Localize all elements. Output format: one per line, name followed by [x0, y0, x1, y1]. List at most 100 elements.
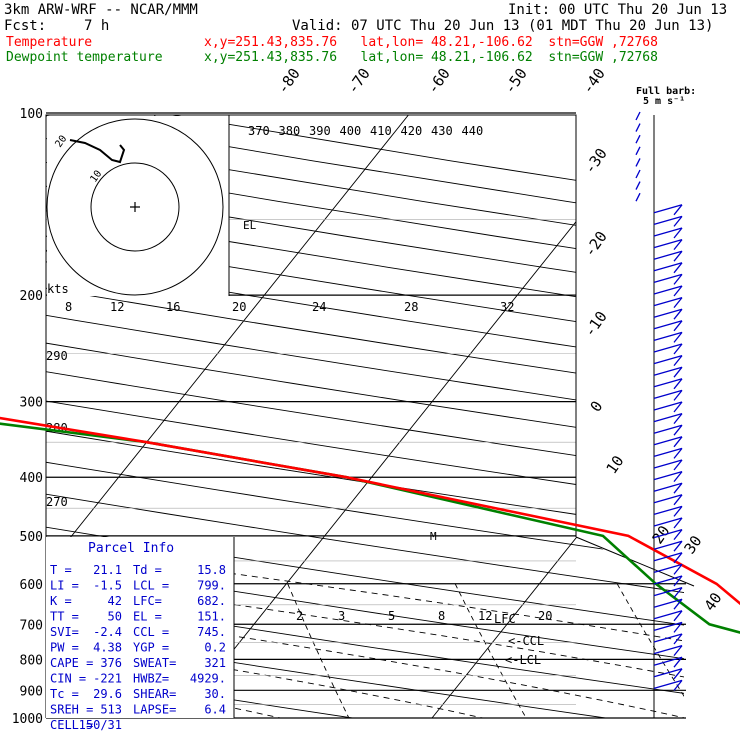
wind-barb [653, 436, 683, 446]
wind-barb-flag [673, 610, 683, 622]
isotherm [431, 115, 684, 718]
temperature-profile [0, 416, 740, 606]
wind-barb [653, 517, 683, 527]
pressure-label-900: 900 [20, 684, 43, 699]
parcel-info-value: 151. [197, 610, 226, 624]
wind-barb-flag [673, 239, 683, 251]
forecast-label: Fcst: [4, 18, 47, 34]
wind-barb-flag [673, 505, 683, 517]
parcel-info-label: Tc = [50, 687, 79, 701]
wind-barb [653, 227, 683, 237]
wind-barb-flag [673, 285, 683, 297]
wind-barb-flag [673, 587, 683, 599]
theta-label: 420 [401, 124, 423, 138]
pressure-label-100: 100 [20, 107, 43, 122]
isotherm-label: 10 [603, 452, 628, 477]
theta-label: 410 [370, 124, 392, 138]
wind-barb [653, 656, 683, 666]
wind-barb [653, 598, 683, 608]
isotherm-label: -70 [344, 65, 374, 98]
parcel-info-value: -221 [93, 672, 122, 686]
parcel-info-label: CIN = [50, 672, 86, 686]
wind-barb-flag [673, 656, 683, 668]
barb-unit: 5 m s⁻¹ [643, 96, 686, 107]
theta-label: 440 [462, 124, 484, 138]
parcel-info-value: 21.1 [93, 563, 122, 577]
dewpoint-legend: Dewpoint temperature [6, 50, 163, 65]
parcel-info-value: 15.8 [197, 563, 226, 577]
mixing-ratio-label: 3 [338, 609, 345, 623]
isotherm-label: -60 [424, 65, 454, 98]
wind-barb [653, 447, 683, 458]
hodograph-speed-label: 12 [110, 300, 124, 314]
wind-barb-flag [673, 575, 683, 587]
wind-barb [653, 401, 683, 411]
mixing-ratio-label: 20 [538, 609, 552, 623]
parcel-info-label: CAPE = [50, 656, 93, 670]
mixing-ratio-line [616, 583, 684, 718]
wind-barb [653, 215, 683, 226]
wind-barb [653, 644, 683, 655]
valid-time: Valid: 07 UTC Thu 20 Jun 13 (01 MDT Thu … [292, 18, 714, 34]
parcel-info-value: 745. [197, 625, 226, 639]
wind-barb [653, 389, 683, 400]
lcl-marker: <-LCL [505, 653, 541, 667]
wind-barb [653, 320, 683, 330]
wind-barb-flag [673, 331, 683, 343]
hodograph-ring-20 [46, 118, 224, 296]
wind-barb [653, 308, 683, 318]
wind-barb [635, 134, 641, 144]
parcel-info-value: 4929. [190, 672, 226, 686]
parcel-info-label: SVI= [50, 625, 79, 639]
wind-barb-flag [673, 424, 683, 436]
isotherm-label: -40 [579, 65, 609, 98]
wind-barb [653, 470, 683, 481]
wind-barb-flag [673, 517, 683, 529]
parcel-info-label: PW = [50, 641, 79, 655]
wind-barb-flag [673, 529, 683, 541]
wind-barb [653, 412, 683, 423]
wind-barb [653, 378, 683, 388]
parcel-info-label: TT = [50, 610, 79, 624]
wind-barb [653, 540, 683, 550]
isotherm-label: 20 [649, 522, 674, 547]
wind-barb-flag [673, 621, 683, 633]
dry-adiabat [160, 115, 684, 718]
el-marker: EL [243, 219, 257, 232]
wind-barb-flag [673, 320, 683, 332]
wind-barb-flag [673, 447, 683, 459]
pressure-label-200: 200 [20, 289, 43, 304]
parcel-info-label: SREH = [50, 703, 93, 717]
wind-barb [635, 123, 641, 132]
wind-barb [653, 285, 683, 295]
barb-note: Full barb: [636, 86, 697, 97]
parcel-info-label: LCL = [133, 579, 169, 593]
wind-barb [653, 633, 683, 643]
wind-barb-flag [673, 308, 683, 320]
wind-barb-flag [673, 436, 683, 448]
mixing-ratio-label: 8 [438, 609, 445, 623]
wind-barb-flag [673, 494, 683, 506]
wind-barb-flag [673, 645, 683, 657]
wind-barb [653, 424, 683, 434]
wind-barb [653, 482, 683, 492]
thetae-label: 270 [46, 495, 68, 509]
wind-barb-flag [673, 366, 683, 378]
hodograph-center [130, 202, 140, 212]
hodograph-speed-label: 20 [232, 300, 246, 314]
parcel-info-label: SWEAT= [133, 656, 176, 670]
wind-barb [653, 563, 683, 574]
parcel-info-value: 30. [204, 687, 226, 701]
parcel-info-value: -1.5 [93, 579, 122, 593]
dewpoint-profile [0, 422, 740, 634]
forecast-hours: 7 h [84, 18, 110, 34]
parcel-info-label: CCL = [133, 625, 169, 639]
m-marker: M [430, 530, 437, 543]
hodograph-speed-label: 8 [65, 300, 72, 314]
wind-barb-flag [673, 250, 683, 262]
temperature-legend: Temperature [6, 35, 93, 50]
wind-barb [653, 238, 683, 249]
parcel-info-title: Parcel Info [88, 541, 174, 556]
isotherm-label: -30 [581, 145, 611, 178]
